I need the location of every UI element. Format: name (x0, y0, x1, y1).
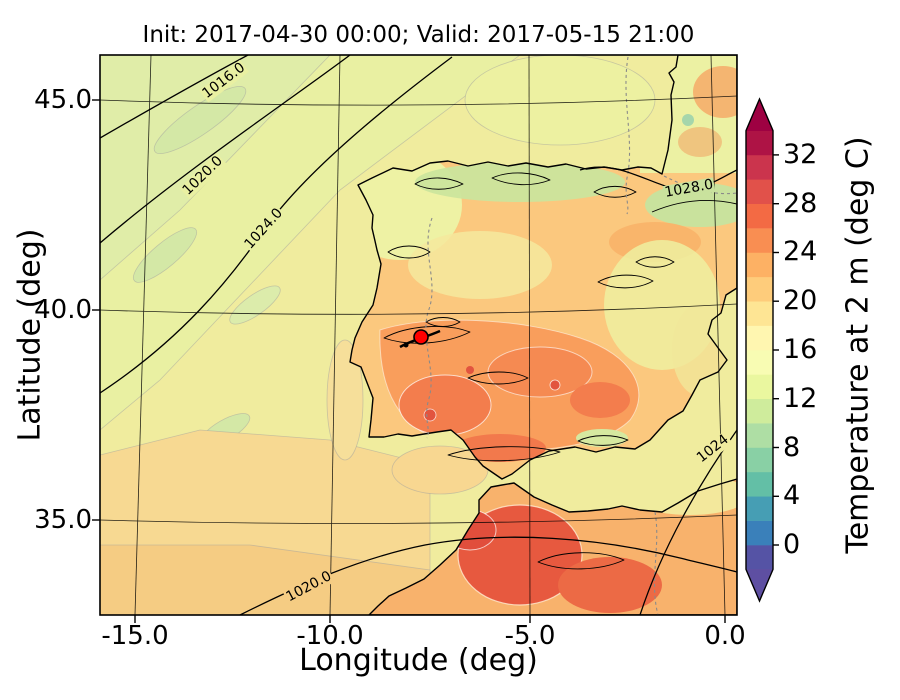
axis-ticks (92, 99, 726, 623)
graticule (100, 55, 737, 615)
colorbar-segment (746, 179, 773, 204)
x-tick-label: -5.0 (504, 621, 556, 651)
colorbar-segment (746, 301, 773, 326)
colorbar-tick-label: 24 (783, 236, 818, 268)
colorbar-segment (746, 154, 773, 180)
colorbar-outline (745, 97, 774, 603)
colorbar (745, 97, 779, 603)
marker-blob (403, 342, 409, 348)
y-tick-label: 40.0 (34, 295, 92, 325)
plot-title: Init: 2017-04-30 00:00; Valid: 2017-05-1… (142, 22, 695, 48)
colorbar-gradient (746, 130, 773, 570)
x-tick-label: 0.0 (704, 621, 746, 651)
colorbar-ticks (773, 154, 779, 546)
colorbar-segment (746, 471, 773, 497)
marker-dot (413, 329, 429, 345)
axes-frame (92, 54, 738, 623)
land-temperature-patches (350, 55, 737, 613)
isobar-1020-nw (100, 55, 351, 244)
colorbar-segment (746, 398, 773, 424)
colorbar-tick-label: 32 (783, 138, 818, 170)
colorbar-arrow-top (746, 99, 773, 131)
colorbar-tick-label: 0 (783, 529, 801, 561)
colorbar-segment (746, 203, 773, 229)
colorbar-segment (746, 447, 773, 473)
colorbar-segment (746, 545, 773, 570)
y-tick-label: 35.0 (34, 505, 92, 535)
colorbar-segment (746, 423, 773, 448)
colorbar-tick-label: 12 (783, 382, 818, 414)
station-marker (399, 329, 441, 349)
x-axis-label: Longitude (deg) (299, 643, 538, 678)
colorbar-tick-label: 4 (783, 480, 801, 512)
coastlines (349, 55, 737, 615)
colorbar-tick-label: 20 (783, 285, 818, 317)
colorbar-segment (746, 496, 773, 521)
colorbar-tick-label: 16 (783, 333, 818, 365)
colorbar-tick-label: 8 (783, 431, 801, 463)
colorbar-segment (746, 228, 773, 253)
colorbar-segment (746, 130, 773, 156)
y-tick-label: 45.0 (34, 85, 92, 115)
colorbar-tick-label: 28 (783, 187, 818, 219)
colorbar-label: Temperature at 2 m (deg C) (840, 136, 876, 554)
colorbar-segment (746, 325, 773, 351)
colorbar-segment (746, 520, 773, 546)
x-tick-label: -10.0 (296, 621, 364, 651)
y-axis-label: Latitude (deg) (12, 228, 48, 442)
colorbar-arrow-bottom (746, 569, 773, 601)
colorbar-segment (746, 276, 773, 302)
plot-frame (99, 54, 738, 616)
colorbar-segment (746, 349, 773, 375)
x-tick-label: -15.0 (101, 621, 169, 651)
map-area (100, 55, 737, 615)
colorbar-segment (746, 252, 773, 278)
colorbar-segment (746, 374, 773, 400)
